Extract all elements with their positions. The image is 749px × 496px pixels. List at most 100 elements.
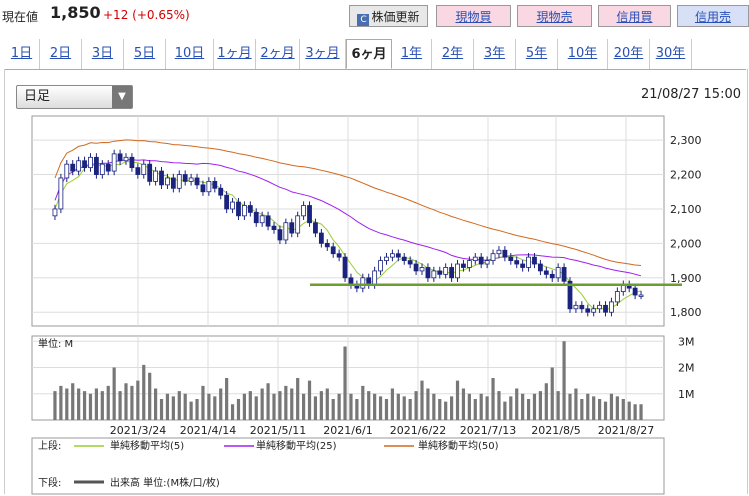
x-tick-label: 2021/4/14: [180, 424, 236, 437]
candle-body: [579, 304, 585, 310]
tab-7[interactable]: 3ヶ月: [300, 39, 346, 69]
volume-bar: [503, 401, 507, 420]
candle-body: [200, 184, 206, 193]
tab-4[interactable]: 10日: [166, 39, 214, 69]
volume-bar: [296, 378, 300, 420]
tab-10[interactable]: 2年: [432, 39, 474, 69]
candle-body: [401, 256, 407, 261]
candle-body: [443, 267, 449, 275]
tab-0[interactable]: 1日: [4, 39, 40, 69]
volume-bar: [378, 396, 383, 420]
candle-body: [472, 256, 478, 261]
chevron-down-icon: ▼: [112, 86, 132, 108]
x-tick-label: 2021/3/24: [110, 424, 166, 437]
tab-5[interactable]: 1ヶ月: [214, 39, 256, 69]
candle-body: [567, 280, 573, 310]
tab-11[interactable]: 3年: [474, 39, 516, 69]
volume-bar: [230, 404, 235, 420]
volume-bar: [136, 380, 140, 420]
period-select[interactable]: 日足 ▼: [16, 85, 133, 109]
volume-bar: [367, 391, 371, 420]
volume-bar: [467, 393, 471, 420]
volume-bar: [349, 393, 353, 420]
tab-9[interactable]: 1年: [392, 39, 432, 69]
candle-body: [419, 267, 425, 272]
volume-bar: [337, 393, 341, 420]
candle-body: [313, 222, 318, 234]
candle-body: [603, 304, 608, 313]
candle-body: [466, 260, 472, 268]
candle-body: [342, 256, 348, 279]
volume-bar: [438, 399, 442, 420]
volume-bar: [171, 396, 175, 420]
volume-bar: [118, 391, 122, 420]
x-tick-label: 2021/5/11: [250, 424, 306, 437]
candle-body: [514, 260, 520, 265]
volume-bar: [65, 388, 69, 420]
chart-frame: [4, 69, 748, 494]
volume-bar: [319, 391, 323, 420]
candle-body: [455, 263, 460, 279]
volume-bar: [154, 388, 158, 420]
quote-bar: 現在値 1,850 +12 (+0.65%) C 株価更新 現物買 現物売 信用買…: [0, 0, 749, 32]
genbutsu-sell-button[interactable]: 現物売: [517, 5, 592, 27]
volume-bar: [497, 391, 501, 420]
candle-body: [609, 301, 614, 313]
genbutsu-buy-button[interactable]: 現物買: [436, 5, 511, 27]
tab-13[interactable]: 10年: [558, 39, 608, 69]
volume-bar: [592, 396, 596, 420]
volume-bar: [183, 393, 187, 420]
volume-bar: [159, 399, 164, 420]
candle-body: [194, 177, 200, 186]
chart-datetime: 21/08/27 15:00: [641, 87, 741, 102]
update-price-button[interactable]: C 株価更新: [349, 5, 428, 27]
volume-bar: [521, 393, 525, 420]
tab-14[interactable]: 20年: [608, 39, 650, 69]
volume-bar: [556, 391, 560, 420]
volume-bar: [88, 393, 93, 420]
volume-bar: [59, 385, 63, 420]
line-ma5: [54, 160, 642, 311]
shinyo-buy-button[interactable]: 信用買: [598, 5, 671, 27]
candle-body: [82, 160, 87, 169]
x-tick-label: 2021/6/1: [323, 424, 372, 437]
legend-upper-label: 上段:: [38, 439, 61, 452]
legend-box: [31, 437, 665, 495]
candle-body: [384, 256, 389, 261]
tab-1[interactable]: 2日: [40, 39, 82, 69]
tab-8[interactable]: 6ヶ月: [346, 39, 392, 69]
candle-body: [461, 263, 466, 268]
volume-bar: [544, 383, 548, 420]
candle-body: [212, 181, 218, 189]
price-tick-label: 2,200: [670, 169, 702, 182]
candle-body: [259, 215, 265, 224]
tab-15[interactable]: 30年: [650, 39, 692, 69]
x-tick-label: 2021/8/27: [598, 424, 654, 437]
tab-3[interactable]: 5日: [124, 39, 166, 69]
legend-lower-label: 下段:: [38, 476, 61, 489]
tab-2[interactable]: 3日: [82, 39, 124, 69]
volume-bar: [77, 388, 81, 420]
shinyo-sell-button[interactable]: 信用売: [677, 5, 749, 27]
line-ma50: [54, 139, 642, 266]
volume-bar: [414, 391, 418, 420]
volume-bar: [207, 393, 211, 420]
candle-body: [318, 232, 324, 244]
volume-bar: [266, 383, 270, 420]
volume-bar: [213, 396, 217, 420]
volume-bar: [278, 391, 282, 420]
candle-body: [117, 153, 123, 162]
candle-body: [218, 187, 224, 196]
tab-6[interactable]: 2ヶ月: [256, 39, 300, 69]
candle-body: [99, 163, 105, 175]
candle-body: [591, 308, 597, 313]
candle-body: [153, 170, 159, 182]
candle-body: [141, 163, 147, 175]
volume-bar: [225, 378, 229, 420]
volume-bar: [396, 393, 400, 420]
volume-bar: [402, 396, 406, 420]
candle-body: [182, 174, 188, 182]
volume-bar: [177, 391, 181, 420]
candle-body: [336, 253, 342, 258]
tab-12[interactable]: 5年: [516, 39, 558, 69]
